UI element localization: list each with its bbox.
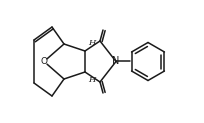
Text: N: N (112, 56, 119, 67)
Text: O: O (40, 57, 47, 66)
Text: H: H (88, 76, 95, 84)
Text: H: H (88, 39, 95, 47)
